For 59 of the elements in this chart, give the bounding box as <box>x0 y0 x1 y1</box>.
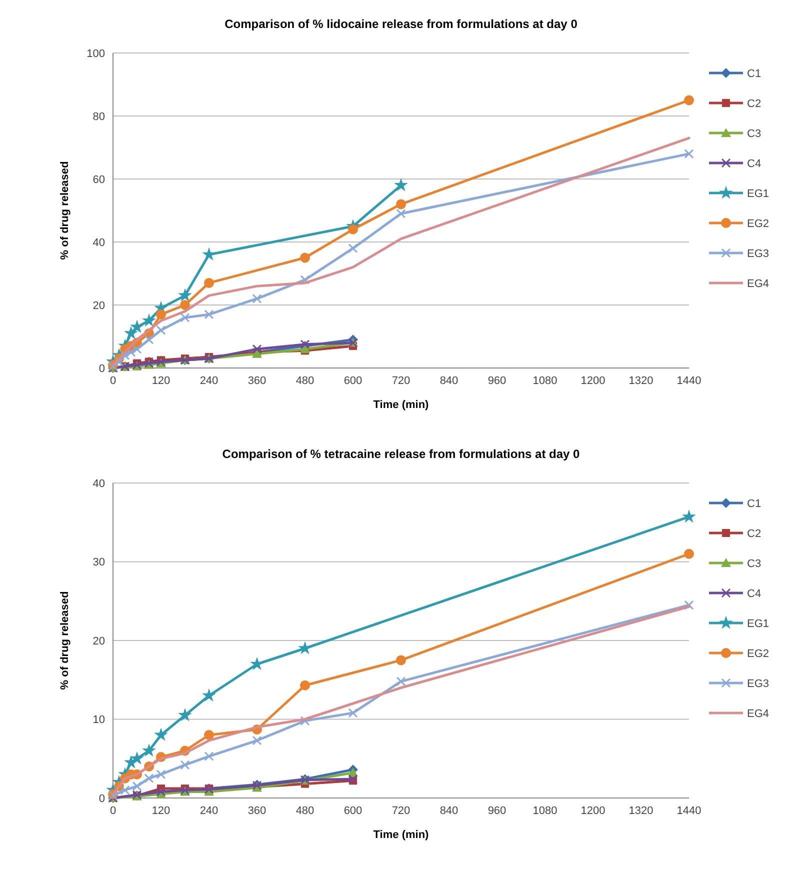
y-tick-label: 80 <box>92 110 105 123</box>
x-tick-label: 720 <box>392 375 410 387</box>
legend-label: EG2 <box>747 648 770 660</box>
legend-label: EG1 <box>747 188 770 200</box>
legend-label: EG1 <box>747 618 770 630</box>
legend-label: C2 <box>747 528 762 540</box>
x-tick-label: 240 <box>200 805 218 817</box>
y-tick-label: 10 <box>92 714 105 726</box>
y-axis-title: % of drug released <box>59 591 71 690</box>
x-tick-label: 480 <box>296 805 314 817</box>
x-tick-label: 840 <box>440 805 458 817</box>
y-axis-title: % of drug released <box>59 161 71 260</box>
legend-label: EG4 <box>747 278 770 290</box>
x-tick-label: 0 <box>110 375 116 387</box>
x-tick-label: 1200 <box>580 375 606 387</box>
chart-title: Comparison of % lidocaine release from formulations at day 0 <box>224 17 578 31</box>
y-tick-label: 20 <box>92 300 105 312</box>
x-tick-label: 1080 <box>532 375 558 387</box>
legend-label: EG2 <box>747 218 770 230</box>
x-tick-label: 360 <box>248 805 266 817</box>
y-tick-label: 100 <box>86 48 105 60</box>
x-tick-label: 1080 <box>532 805 558 817</box>
y-tick-label: 60 <box>92 174 105 186</box>
x-tick-label: 1200 <box>580 805 606 817</box>
y-tick-label: 0 <box>98 362 105 375</box>
legend-label: C1 <box>747 498 762 510</box>
x-tick-label: 240 <box>200 375 218 387</box>
x-tick-label: 360 <box>248 375 266 387</box>
y-tick-label: 40 <box>92 478 105 490</box>
x-tick-label: 600 <box>344 375 362 387</box>
legend-label: C4 <box>747 158 762 170</box>
legend-label: C3 <box>747 558 762 570</box>
y-tick-label: 20 <box>92 635 105 648</box>
legend-label: C3 <box>747 128 762 140</box>
legend-label: C1 <box>747 68 762 80</box>
x-tick-label: 1320 <box>628 805 654 817</box>
legend-label: C2 <box>747 98 762 110</box>
x-tick-label: 1440 <box>676 805 702 817</box>
x-axis-title: Time (min) <box>373 829 430 841</box>
y-tick-label: 0 <box>98 792 105 805</box>
x-axis-title: Time (min) <box>373 399 430 411</box>
x-tick-label: 960 <box>488 375 506 387</box>
chart-title: Comparison of % tetracaine release from formulations at day 0 <box>222 447 580 461</box>
x-tick-label: 120 <box>152 805 170 817</box>
y-tick-label: 40 <box>92 236 105 249</box>
x-tick-label: 120 <box>152 375 170 387</box>
y-tick-label: 30 <box>92 556 105 569</box>
x-tick-label: 960 <box>488 805 506 817</box>
legend-label: EG4 <box>747 708 770 720</box>
x-tick-label: 480 <box>296 375 314 387</box>
legend-label: EG3 <box>747 678 770 690</box>
x-tick-label: 840 <box>440 375 458 387</box>
x-tick-label: 720 <box>392 805 410 817</box>
x-tick-label: 1320 <box>628 375 654 387</box>
x-tick-label: 0 <box>110 805 116 817</box>
legend-label: C4 <box>747 588 762 600</box>
x-tick-label: 1440 <box>676 375 702 387</box>
legend-label: EG3 <box>747 248 770 260</box>
x-tick-label: 600 <box>344 805 362 817</box>
